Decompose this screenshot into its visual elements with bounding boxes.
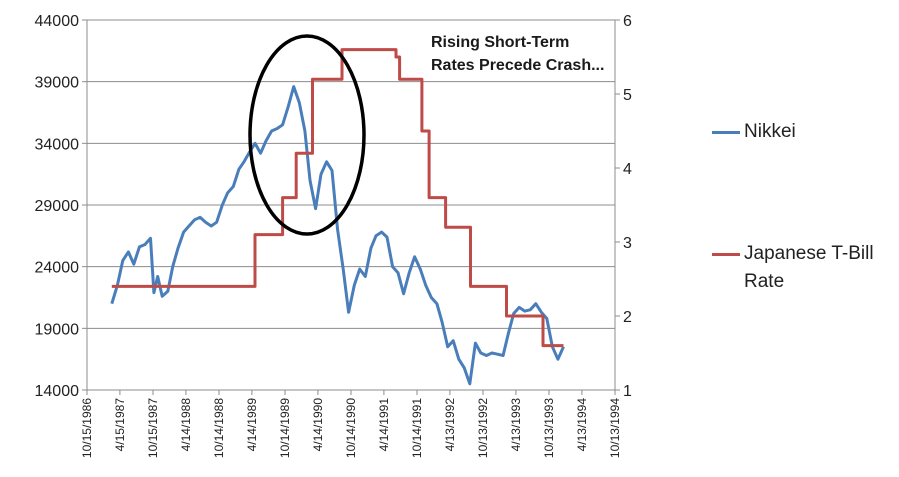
series-line-tbill-rate (111, 48, 564, 348)
x-tick-label: 4/13/1992 (443, 398, 457, 452)
x-tick-label: 4/15/1987 (113, 398, 127, 452)
x-tick-label: 4/13/1993 (509, 398, 523, 452)
y-right-tick-label: 4 (623, 161, 632, 178)
legend-swatch-nikkei (712, 131, 740, 134)
legend: Nikkei Japanese T-Bill Rate (712, 118, 892, 298)
y-right-tick-label: 3 (623, 235, 632, 252)
annotation-line-2: Rates Precede Crash... (431, 57, 604, 74)
y-right-tick-label: 2 (623, 309, 632, 326)
x-tick-label: 10/13/1993 (542, 398, 556, 458)
x-tick-label: 10/14/1991 (410, 398, 424, 458)
x-tick-label: 4/14/1988 (179, 398, 193, 452)
legend-item-nikkei: Nikkei (712, 118, 892, 148)
x-tick-label: 4/14/1990 (311, 398, 325, 452)
y-left-tick-label: 29000 (35, 198, 80, 215)
x-tick-label: 4/14/1989 (245, 398, 259, 452)
y-right-tick-label: 5 (623, 87, 632, 104)
annotation: Rising Short-Term Rates Precede Crash... (248, 34, 604, 236)
series-layer (110, 48, 565, 386)
series-line-nikkei (110, 85, 565, 386)
axes-layer: 14000 19000 24000 29000 34000 39000 44000 1 2 3 4 5… (35, 13, 633, 458)
y-left-tick-label: 24000 (35, 260, 80, 277)
y-left-tick-label: 44000 (35, 13, 80, 30)
legend-label-tbill: Japanese T-Bill Rate (744, 243, 874, 292)
legend-swatch-tbill (712, 253, 740, 256)
legend-item-tbill: Japanese T-Bill Rate (712, 240, 892, 300)
legend-label-nikkei: Nikkei (744, 121, 796, 142)
x-tick-label: 10/13/1994 (608, 398, 622, 458)
y-left-tick-label: 34000 (35, 136, 80, 153)
x-tick-label: 10/15/1986 (80, 398, 94, 458)
highlight-ellipse (248, 34, 366, 236)
x-tick-label: 10/13/1992 (476, 398, 490, 458)
x-tick-label: 4/14/1991 (377, 398, 391, 452)
annotation-line-1: Rising Short-Term (431, 34, 569, 51)
gridlines (87, 19, 615, 391)
x-tick-label: 10/14/1989 (278, 398, 292, 458)
y-left-tick-label: 14000 (35, 383, 80, 400)
y-right-tick-label: 6 (623, 13, 632, 30)
y-left-tick-label: 39000 (35, 75, 80, 92)
x-tick-label: 4/13/1994 (575, 398, 589, 452)
y-right-tick-label: 1 (623, 383, 632, 400)
x-tick-label: 10/15/1987 (146, 398, 160, 458)
y-left-tick-label: 19000 (35, 321, 80, 338)
x-tick-label: 10/14/1988 (212, 398, 226, 458)
x-tick-label: 10/14/1990 (344, 398, 358, 458)
